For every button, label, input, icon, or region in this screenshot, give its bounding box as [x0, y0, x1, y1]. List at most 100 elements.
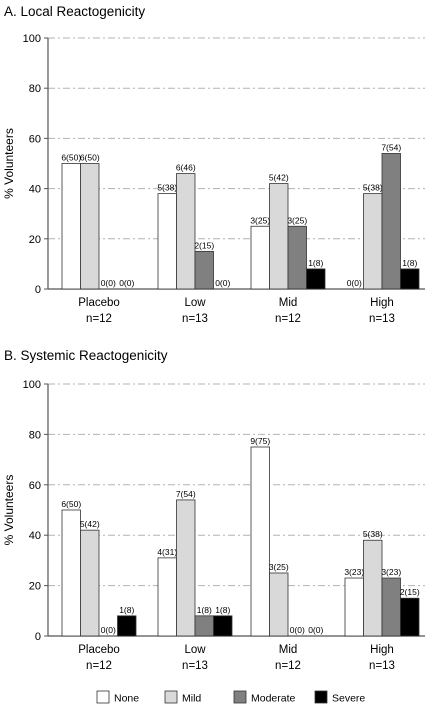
data-label: 4(31): [157, 547, 177, 557]
y-tick-label: 60: [29, 480, 41, 492]
category-sublabel: n=13: [369, 660, 395, 672]
bar-severe-placebo: [117, 615, 137, 637]
bar-none-high: [344, 577, 364, 637]
data-label: 1(8): [308, 258, 323, 268]
y-tick-label: 40: [29, 530, 41, 542]
y-tick-label: 100: [23, 379, 41, 391]
bar-severe-high: [400, 268, 420, 290]
data-label: 2(15): [194, 240, 214, 250]
data-label: 1(8): [197, 605, 212, 615]
bar-none-placebo: [61, 163, 81, 290]
y-tick-label: 40: [29, 184, 41, 196]
y-tick-label: 0: [35, 284, 41, 296]
legend-label: Moderate: [251, 693, 296, 705]
data-label: 1(8): [215, 605, 230, 615]
data-label: 0(0): [215, 278, 230, 288]
category-sublabel: n=12: [275, 660, 301, 672]
data-label: 3(25): [287, 215, 307, 225]
legend-swatch-moderate: [233, 690, 247, 704]
data-label: 0(0): [119, 278, 134, 288]
bar-severe-mid: [306, 268, 326, 290]
bar-moderate-mid: [287, 225, 307, 290]
category-label: High: [370, 297, 394, 309]
legend-label: Mild: [182, 693, 201, 705]
y-axis-label: % Volunteers: [2, 475, 16, 546]
category-sublabel: n=12: [86, 660, 112, 672]
category-sublabel: n=13: [182, 313, 208, 325]
data-label: 5(38): [363, 183, 383, 193]
data-label: 5(38): [157, 183, 177, 193]
data-label: 2(15): [400, 587, 420, 597]
category-label: Mid: [279, 297, 298, 309]
panel-local: A. Local Reactogenicity 0 20 40 60 80 100 % Vol…: [2, 4, 425, 325]
bar-mild-mid: [269, 183, 289, 290]
category-sublabel: n=12: [86, 313, 112, 325]
legend-label: None: [114, 693, 139, 705]
y-axis-label: % Volunteers: [2, 128, 16, 199]
bar-moderate-low: [194, 615, 214, 637]
category-sublabel: n=13: [182, 660, 208, 672]
category-label: Low: [184, 297, 206, 309]
data-label: 6(50): [61, 499, 81, 509]
y-tick-label: 0: [35, 631, 41, 643]
bar-mild-mid: [269, 572, 289, 637]
category-label: Placebo: [78, 297, 120, 309]
data-label: 0(0): [101, 625, 116, 635]
category-label: Placebo: [78, 644, 120, 656]
data-label: 5(42): [80, 519, 100, 529]
data-label: 7(54): [176, 489, 196, 499]
bar-moderate-high: [381, 153, 401, 290]
legend-swatch-severe: [314, 690, 328, 704]
data-label: 6(50): [61, 153, 81, 163]
data-label: 3(23): [381, 567, 401, 577]
chart-title: B. Systemic Reactogenicity: [4, 348, 168, 363]
data-label: 1(8): [119, 605, 134, 615]
y-tick-label: 80: [29, 429, 41, 441]
bar-none-mid: [250, 446, 270, 637]
data-label: 7(54): [381, 142, 401, 152]
bar-mild-placebo: [80, 163, 100, 290]
category-label: High: [370, 644, 394, 656]
y-tick-label: 20: [29, 234, 41, 246]
data-label: 0(0): [308, 625, 323, 635]
bar-mild-high: [363, 539, 383, 637]
data-label: 5(42): [269, 173, 289, 183]
bar-moderate-low: [194, 250, 214, 290]
data-label: 3(25): [269, 562, 289, 572]
legend-swatch-mild: [164, 690, 178, 704]
y-tick-label: 80: [29, 83, 41, 95]
y-tick-label: 100: [23, 33, 41, 45]
legend-swatch-none: [96, 690, 110, 704]
bar-none-mid: [250, 225, 270, 290]
y-tick-label: 20: [29, 581, 41, 593]
bar-none-low: [157, 557, 177, 637]
y-tick-label: 60: [29, 133, 41, 145]
data-label: 5(38): [363, 529, 383, 539]
legend-label: Severe: [332, 693, 365, 705]
data-label: 6(46): [176, 163, 196, 173]
data-label: 6(50): [80, 153, 100, 163]
bar-mild-low: [176, 173, 196, 290]
bar-mild-high: [363, 193, 383, 290]
category-label: Low: [184, 644, 206, 656]
data-label: 9(75): [250, 436, 270, 446]
panel-systemic: B. Systemic Reactogenicity 0 20 40 60 80 100 % …: [2, 348, 425, 672]
bar-severe-high: [400, 597, 420, 637]
data-label: 0(0): [290, 625, 305, 635]
bar-none-placebo: [61, 509, 81, 637]
bar-severe-low: [213, 615, 233, 637]
data-label: 3(23): [344, 567, 364, 577]
category-sublabel: n=13: [369, 313, 395, 325]
bar-mild-low: [176, 499, 196, 637]
bar-mild-placebo: [80, 529, 100, 637]
data-label: 3(25): [250, 215, 270, 225]
legend: None Mild Moderate Severe: [96, 690, 365, 705]
category-sublabel: n=12: [275, 313, 301, 325]
data-label: 1(8): [402, 258, 417, 268]
chart-title: A. Local Reactogenicity: [4, 4, 145, 19]
data-label: 0(0): [101, 278, 116, 288]
data-label: 0(0): [347, 278, 362, 288]
category-label: Mid: [279, 644, 298, 656]
bar-none-low: [157, 193, 177, 290]
